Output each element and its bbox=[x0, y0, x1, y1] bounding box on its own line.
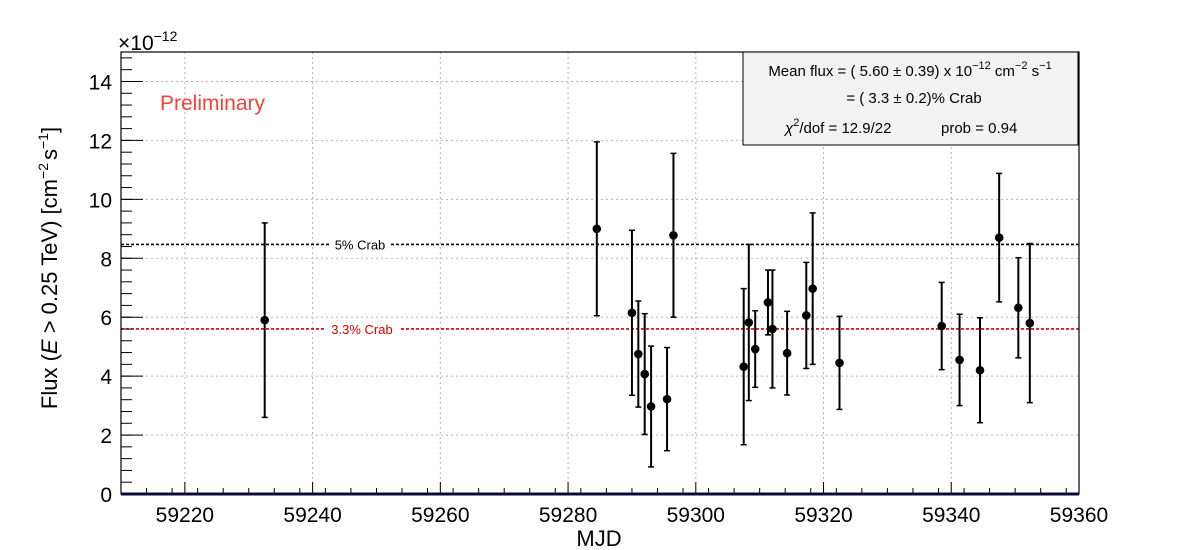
reference-label-bg bbox=[329, 236, 391, 252]
data-point bbox=[955, 355, 964, 365]
data-point bbox=[640, 369, 650, 379]
x-tick-label: 59340 bbox=[922, 504, 980, 527]
y-tick-label: 6 bbox=[100, 307, 112, 330]
data-point bbox=[835, 358, 844, 368]
x-axis-title: MJD bbox=[576, 526, 621, 550]
reference-lines: 5% Crab 3.3% Crab bbox=[121, 236, 1079, 337]
x-tick-label: 59260 bbox=[411, 504, 469, 527]
stats-box: Mean flux = ( 5.60 ± 0.39) x 10−12 cm−2 … bbox=[742, 51, 1079, 146]
stats-prob: prob = 0.94 bbox=[941, 120, 1017, 137]
x-tick-label: 59360 bbox=[1050, 504, 1108, 527]
data-point bbox=[1014, 303, 1023, 313]
data-point bbox=[669, 230, 678, 240]
y-tick-label: 14 bbox=[89, 71, 113, 94]
y-multiplier: ×10−12 bbox=[118, 28, 178, 55]
x-tick-label: 59240 bbox=[283, 504, 341, 527]
data-point bbox=[634, 349, 643, 359]
reference-label-bg bbox=[324, 320, 400, 336]
x-tick-label: 59320 bbox=[794, 504, 852, 527]
data-point bbox=[937, 321, 946, 331]
reference-label: 5% Crab bbox=[335, 237, 386, 252]
data-point bbox=[763, 298, 773, 307]
y-tick-label: 12 bbox=[89, 130, 112, 153]
data-point bbox=[782, 348, 792, 358]
stats-chi2: χ2/dof = 12.9/22 bbox=[783, 117, 892, 137]
data-point bbox=[662, 394, 672, 404]
data-point bbox=[646, 402, 656, 411]
x-tick-label: 59220 bbox=[156, 504, 214, 527]
y-axis-title: Flux (E > 0.25 TeV) [cm−2s−1] bbox=[35, 127, 62, 409]
data-point bbox=[808, 284, 817, 293]
axes: 59220 59240 59260 59280 59300 59320 59340 59360… bbox=[89, 57, 1108, 527]
y-tick-label: 0 bbox=[100, 484, 112, 507]
data-point bbox=[627, 308, 637, 318]
stats-crab-fraction: = ( 3.3 ± 0.2)% Crab bbox=[846, 90, 981, 107]
data-point bbox=[592, 224, 602, 234]
y-tick-label: 4 bbox=[100, 366, 112, 389]
data-point bbox=[768, 324, 777, 334]
y-tick-label: 10 bbox=[89, 189, 112, 212]
stats-mean-flux: Mean flux = ( 5.60 ± 0.39) x 10−12 cm−2 … bbox=[768, 60, 1051, 80]
data-point bbox=[739, 362, 748, 372]
y-tick-label: 2 bbox=[100, 425, 112, 448]
data-point bbox=[744, 318, 754, 327]
x-tick-label: 59280 bbox=[539, 504, 597, 527]
data-point bbox=[260, 315, 270, 325]
data-points bbox=[260, 141, 1035, 468]
x-tick-label: 59300 bbox=[667, 504, 725, 527]
y-tick-label: 8 bbox=[100, 248, 112, 271]
data-point bbox=[1025, 318, 1035, 328]
preliminary-label: Preliminary bbox=[160, 92, 266, 115]
data-point bbox=[801, 311, 811, 320]
data-point bbox=[750, 344, 760, 354]
reference-label: 3.3% Crab bbox=[331, 322, 392, 337]
data-point bbox=[994, 233, 1004, 242]
data-point bbox=[975, 365, 985, 375]
